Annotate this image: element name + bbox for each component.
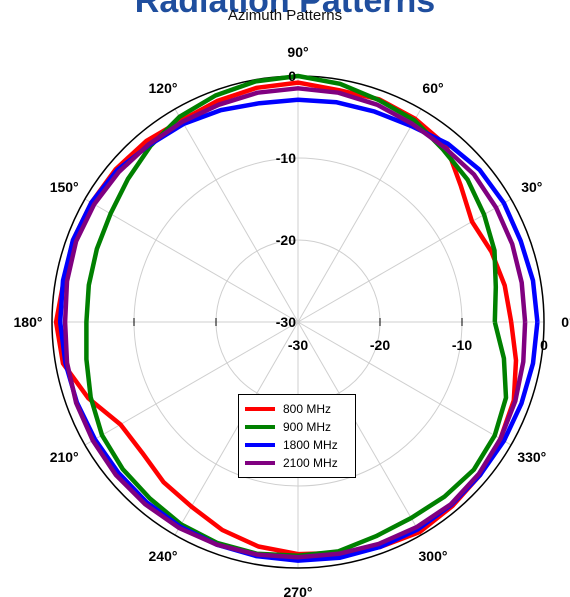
grid-spoke — [297, 198, 512, 323]
legend-swatch — [245, 407, 275, 411]
radial-ring-label: -20 — [276, 232, 296, 248]
radial-ring-label: 0 — [288, 68, 296, 84]
angle-label: 30° — [521, 179, 542, 195]
angle-label: 180° — [14, 314, 43, 330]
angle-label: 90° — [287, 44, 308, 60]
label-layer: 0° 30° 60° 90° 120° 150° 180° 210° 240° 270° 300° 3… — [14, 44, 570, 597]
legend-item: 800 MHz — [245, 400, 349, 418]
grid-spoke — [174, 321, 299, 536]
radial-ring-label: -10 — [276, 150, 296, 166]
radial-axis-label: -10 — [452, 337, 472, 353]
radial-axis-label: 0 — [540, 337, 548, 353]
angle-label: 0° — [561, 314, 570, 330]
legend-item: 2100 MHz — [245, 454, 349, 472]
legend-label: 2100 MHz — [283, 456, 338, 470]
grid-layer — [51, 75, 545, 569]
legend-swatch — [245, 443, 275, 447]
grid-spoke — [297, 108, 422, 323]
angle-label: 240° — [149, 548, 178, 564]
angle-label: 150° — [50, 179, 79, 195]
legend-swatch — [245, 461, 275, 465]
radial-ring-label: -30 — [276, 314, 296, 330]
legend-swatch — [245, 425, 275, 429]
series-layer — [53, 73, 540, 563]
angle-label: 210° — [50, 449, 79, 465]
series-line — [57, 97, 540, 563]
angle-label: 60° — [422, 80, 443, 96]
grid-spoke — [297, 321, 422, 536]
chart-subtitle: Azimuth Patterns — [227, 7, 343, 24]
angle-label: 300° — [419, 548, 448, 564]
angle-label: 120° — [149, 80, 178, 96]
radial-axis-label: -30 — [288, 337, 308, 353]
legend-label: 800 MHz — [283, 402, 332, 416]
radial-axis-label: -20 — [370, 337, 390, 353]
legend-item: 900 MHz — [245, 418, 349, 436]
series-line — [62, 86, 528, 560]
legend-label: 900 MHz — [283, 420, 332, 434]
legend-item: 1800 MHz — [245, 436, 349, 454]
series-line — [84, 73, 509, 558]
angle-label: 270° — [284, 584, 313, 597]
grid-spoke — [297, 321, 512, 446]
chart-title: Radiation Patterns — [134, 0, 436, 20]
legend: 800 MHz 900 MHz 1800 MHz 2100 MHz — [238, 394, 356, 478]
grid-spoke — [84, 198, 299, 323]
angle-label: 330° — [517, 449, 546, 465]
grid-spoke — [174, 108, 299, 323]
legend-label: 1800 MHz — [283, 438, 338, 452]
